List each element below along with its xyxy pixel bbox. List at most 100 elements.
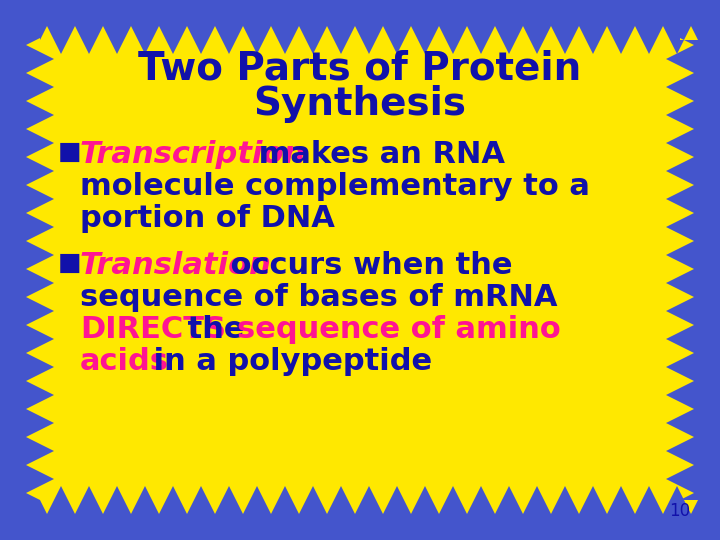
Polygon shape	[666, 388, 680, 402]
Polygon shape	[320, 26, 334, 40]
Text: Translation: Translation	[80, 251, 272, 280]
Polygon shape	[558, 40, 572, 54]
Polygon shape	[666, 472, 680, 486]
Polygon shape	[292, 26, 306, 40]
Polygon shape	[40, 472, 54, 486]
Text: ■: ■	[58, 251, 81, 275]
Polygon shape	[680, 318, 694, 332]
Polygon shape	[418, 486, 432, 500]
Polygon shape	[236, 26, 250, 40]
Polygon shape	[26, 122, 40, 136]
Bar	[680, 0, 720, 540]
Polygon shape	[222, 40, 236, 54]
Polygon shape	[666, 164, 680, 178]
Polygon shape	[250, 40, 264, 54]
Polygon shape	[376, 500, 390, 514]
Polygon shape	[460, 26, 474, 40]
Polygon shape	[474, 40, 488, 54]
Polygon shape	[516, 26, 530, 40]
Polygon shape	[362, 40, 376, 54]
Polygon shape	[666, 52, 680, 66]
Polygon shape	[666, 220, 680, 234]
Text: sequence of amino: sequence of amino	[237, 315, 561, 344]
Polygon shape	[666, 360, 680, 374]
Polygon shape	[460, 500, 474, 514]
Polygon shape	[404, 26, 418, 40]
Polygon shape	[680, 402, 694, 416]
Polygon shape	[306, 40, 320, 54]
Polygon shape	[684, 26, 698, 40]
Polygon shape	[418, 40, 432, 54]
Text: the: the	[177, 315, 255, 344]
Polygon shape	[96, 500, 110, 514]
Polygon shape	[96, 26, 110, 40]
Polygon shape	[558, 486, 572, 500]
Polygon shape	[390, 40, 404, 54]
Polygon shape	[26, 486, 40, 500]
Polygon shape	[26, 178, 40, 192]
Polygon shape	[680, 346, 694, 360]
Polygon shape	[680, 206, 694, 220]
Polygon shape	[680, 234, 694, 248]
Polygon shape	[26, 150, 40, 164]
Bar	[0, 500, 720, 540]
Polygon shape	[26, 430, 40, 444]
Polygon shape	[666, 304, 680, 318]
Polygon shape	[26, 38, 40, 52]
Polygon shape	[666, 444, 680, 458]
Polygon shape	[26, 290, 40, 304]
Polygon shape	[642, 40, 656, 54]
Polygon shape	[236, 500, 250, 514]
Polygon shape	[264, 26, 278, 40]
Text: portion of DNA: portion of DNA	[80, 204, 335, 233]
Polygon shape	[666, 416, 680, 430]
Text: sequence of bases of mRNA: sequence of bases of mRNA	[80, 283, 557, 312]
Polygon shape	[40, 304, 54, 318]
Polygon shape	[390, 486, 404, 500]
Polygon shape	[376, 26, 390, 40]
Polygon shape	[680, 290, 694, 304]
Polygon shape	[40, 332, 54, 346]
Polygon shape	[40, 444, 54, 458]
Polygon shape	[54, 486, 68, 500]
Polygon shape	[180, 26, 194, 40]
Polygon shape	[666, 24, 680, 38]
Polygon shape	[656, 500, 670, 514]
Polygon shape	[124, 500, 138, 514]
Polygon shape	[40, 416, 54, 430]
Polygon shape	[680, 122, 694, 136]
Polygon shape	[502, 486, 516, 500]
Polygon shape	[666, 192, 680, 206]
Polygon shape	[152, 26, 166, 40]
Polygon shape	[54, 40, 68, 54]
Polygon shape	[530, 40, 544, 54]
Polygon shape	[666, 276, 680, 290]
Polygon shape	[666, 332, 680, 346]
Polygon shape	[138, 486, 152, 500]
Polygon shape	[544, 26, 558, 40]
Polygon shape	[40, 388, 54, 402]
Polygon shape	[680, 374, 694, 388]
Polygon shape	[666, 108, 680, 122]
Polygon shape	[40, 500, 54, 514]
Polygon shape	[208, 26, 222, 40]
Polygon shape	[474, 486, 488, 500]
Polygon shape	[40, 26, 54, 40]
Polygon shape	[26, 206, 40, 220]
Polygon shape	[68, 26, 82, 40]
Polygon shape	[124, 26, 138, 40]
Polygon shape	[334, 486, 348, 500]
Polygon shape	[348, 26, 362, 40]
Text: makes an RNA: makes an RNA	[248, 140, 505, 169]
Polygon shape	[82, 486, 96, 500]
Polygon shape	[110, 486, 124, 500]
Polygon shape	[680, 94, 694, 108]
Polygon shape	[166, 40, 180, 54]
Polygon shape	[306, 486, 320, 500]
Polygon shape	[614, 40, 628, 54]
Polygon shape	[278, 40, 292, 54]
Polygon shape	[320, 500, 334, 514]
Polygon shape	[166, 486, 180, 500]
Polygon shape	[138, 40, 152, 54]
Polygon shape	[26, 374, 40, 388]
